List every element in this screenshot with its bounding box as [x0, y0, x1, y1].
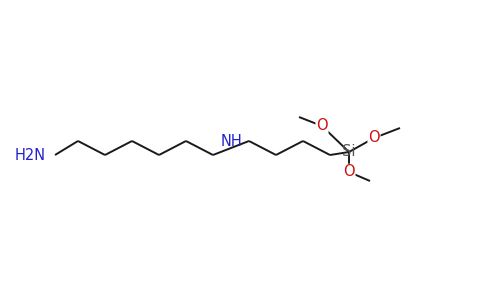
Text: NH: NH [220, 134, 242, 148]
Text: O: O [343, 165, 355, 179]
Text: Si: Si [342, 144, 356, 160]
Text: O: O [316, 119, 328, 134]
Text: H2N: H2N [14, 147, 46, 163]
Text: O: O [368, 131, 380, 145]
